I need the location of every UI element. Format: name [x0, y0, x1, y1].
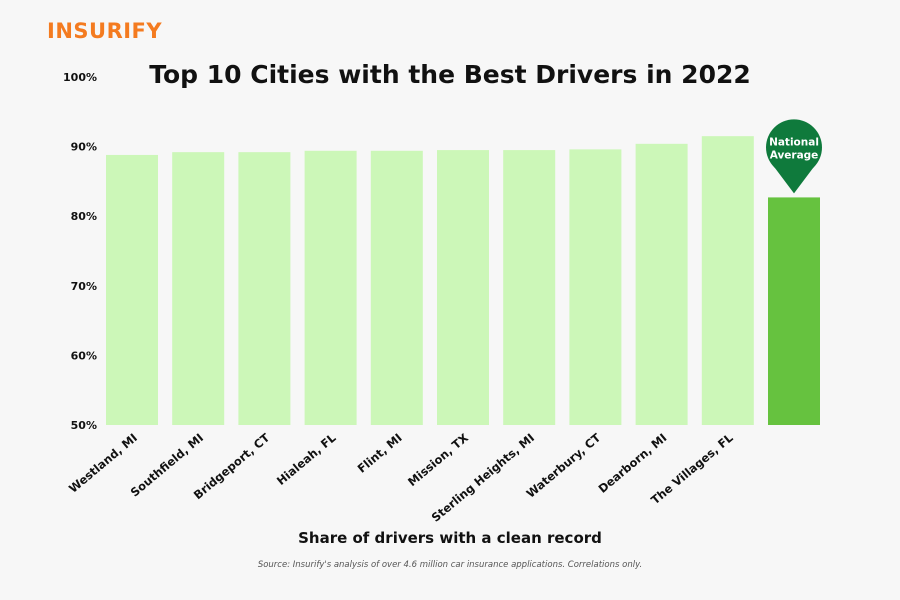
bar [238, 152, 291, 425]
bar [304, 150, 357, 425]
y-tick-label: 70% [71, 280, 97, 293]
bar [370, 150, 423, 425]
marker-circle [766, 119, 822, 176]
bar [635, 143, 688, 426]
y-tick-label: 50% [71, 419, 97, 432]
chart-title: Top 10 Cities with the Best Drivers in 2… [149, 60, 751, 89]
bar [106, 154, 158, 425]
source-note: Source: Insurify's analysis of over 4.6 … [257, 560, 643, 570]
x-tick-label: Hialeah, FL [274, 430, 339, 488]
y-tick-label: 100% [63, 71, 97, 84]
y-tick-label: 60% [71, 349, 97, 362]
y-tick-label: 90% [71, 141, 97, 154]
bar [701, 136, 754, 425]
x-tick-label: Dearborn, MI [596, 431, 670, 496]
bar [569, 149, 622, 425]
bar [437, 150, 489, 425]
bar [172, 152, 225, 425]
bar [503, 150, 556, 425]
insurify-logo: INSURIFY [47, 19, 163, 43]
marker-label-line2: Average [770, 149, 819, 161]
bar-national-average [768, 197, 820, 425]
y-tick-label: 80% [71, 210, 97, 223]
x-tick-label: Westland, MI [66, 431, 140, 496]
x-tick-label: Flint, MI [355, 431, 405, 476]
x-tick-label: Mission, TX [405, 430, 471, 488]
marker-label-line1: National [769, 136, 819, 148]
x-axis-title: Share of drivers with a clean record [298, 529, 602, 547]
